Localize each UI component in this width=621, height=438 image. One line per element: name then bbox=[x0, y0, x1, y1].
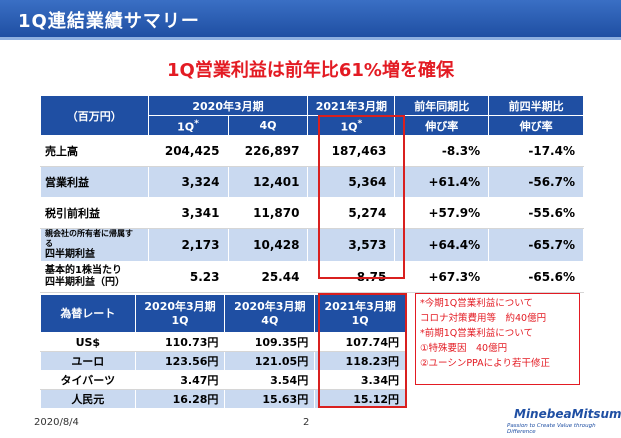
currency-label: US$ bbox=[40, 332, 136, 352]
table-row: 基本的1株当たり 四半期利益（円） 5.23 25.44 8.75 +67.3%… bbox=[40, 261, 584, 293]
fx-header-col1: 2020年3月期 1Q bbox=[134, 294, 226, 333]
row-label: 営業利益 bbox=[40, 166, 149, 198]
table-row: 売上高 204,425 226,897 187,463 -8.3% -17.4% bbox=[40, 135, 584, 167]
row-label: 売上高 bbox=[40, 135, 149, 167]
cell: -17.4% bbox=[488, 135, 584, 167]
note-line: *今期1Q営業利益について bbox=[420, 298, 533, 309]
row-label: 基本的1株当たり 四半期利益（円） bbox=[40, 261, 149, 293]
cell: 25.44 bbox=[227, 261, 309, 293]
cell: +67.3% bbox=[394, 261, 490, 293]
cell: -56.7% bbox=[488, 166, 584, 198]
fx-header-col2: 2020年3月期 4Q bbox=[224, 294, 316, 333]
cell: 2,173 bbox=[147, 228, 229, 262]
header-qoq: 前四半期比 bbox=[488, 95, 584, 116]
header-4q: 4Q bbox=[227, 115, 309, 136]
fx-header-label: 為替レート bbox=[40, 294, 136, 333]
table-row: US$ 110.73円 109.35円 107.74円 bbox=[40, 332, 406, 352]
cell: 5.23 bbox=[147, 261, 229, 293]
currency-label: タイバーツ bbox=[40, 370, 136, 390]
note-line: ②ユーシンPPAにより若干修正 bbox=[420, 358, 550, 369]
cell: 110.73円 bbox=[134, 332, 226, 352]
cell: 15.12円 bbox=[314, 389, 406, 409]
cell: -65.7% bbox=[488, 228, 584, 262]
table-row: 税引前利益 3,341 11,870 5,274 +57.9% -55.6% bbox=[40, 197, 584, 229]
header-qoq-sub: 伸び率 bbox=[488, 115, 584, 136]
row-label: 親会社の所有者に帰属する 四半期利益 bbox=[40, 228, 149, 262]
cell: 107.74円 bbox=[314, 332, 406, 352]
cell: 204,425 bbox=[147, 135, 229, 167]
header-yoy-sub: 伸び率 bbox=[394, 115, 490, 136]
unit-label: （百万円） bbox=[40, 95, 149, 136]
note-line: ①特殊要因 40億円 bbox=[420, 343, 508, 354]
company-logo: MinebeaMitsumi bbox=[514, 407, 621, 421]
cell: 3,324 bbox=[147, 166, 229, 198]
cell: 5,364 bbox=[307, 166, 396, 198]
header-1q: 1Q* bbox=[147, 115, 229, 136]
title-divider bbox=[0, 37, 621, 40]
cell: -55.6% bbox=[488, 197, 584, 229]
highlight-box-fx bbox=[318, 293, 407, 408]
cell: +64.4% bbox=[394, 228, 490, 262]
logo-tagline: Passion to Create Value through Differen… bbox=[507, 423, 596, 435]
table-row: タイバーツ 3.47円 3.54円 3.34円 bbox=[40, 370, 406, 390]
cell: +57.9% bbox=[394, 197, 490, 229]
cell: +61.4% bbox=[394, 166, 490, 198]
cell: -65.6% bbox=[488, 261, 584, 293]
cell: 3.34円 bbox=[314, 370, 406, 390]
table-row: 営業利益 3,324 12,401 5,364 +61.4% -56.7% bbox=[40, 166, 584, 198]
footer-date: 2020/8/4 bbox=[34, 417, 79, 428]
cell: -8.3% bbox=[394, 135, 490, 167]
cell: 187,463 bbox=[307, 135, 396, 167]
note-line: コロナ対策費用等 約40億円 bbox=[420, 313, 547, 324]
cell: 121.05円 bbox=[224, 351, 316, 371]
table-row: 親会社の所有者に帰属する 四半期利益 2,173 10,428 3,573 +6… bbox=[40, 228, 584, 262]
header-yoy: 前年同期比 bbox=[394, 95, 490, 116]
highlight-box-results bbox=[318, 115, 405, 279]
title-bar bbox=[0, 0, 621, 37]
page-number: 2 bbox=[303, 417, 310, 428]
note-line: *前期1Q営業利益について bbox=[420, 328, 533, 339]
headline: 1Q営業利益は前年比61%増を確保 bbox=[167, 60, 454, 81]
notes-box: *今期1Q営業利益について コロナ対策費用等 約40億円 *前期1Q営業利益につ… bbox=[415, 293, 580, 385]
header-fy2020: 2020年3月期 bbox=[147, 95, 309, 116]
row-label: 税引前利益 bbox=[40, 197, 149, 229]
cell: 11,870 bbox=[227, 197, 309, 229]
results-table: （百万円） 2020年3月期 2021年3月期 前年同期比 前四半期比 1Q* … bbox=[40, 95, 584, 293]
cell: 109.35円 bbox=[224, 332, 316, 352]
page-title: 1Q連結業績サマリー bbox=[18, 11, 200, 32]
cell: 3.54円 bbox=[224, 370, 316, 390]
cell: 15.63円 bbox=[224, 389, 316, 409]
cell: 3,341 bbox=[147, 197, 229, 229]
currency-label: ユーロ bbox=[40, 351, 136, 371]
fx-header-col3: 2021年3月期 1Q bbox=[314, 294, 406, 333]
fx-rate-table: 為替レート 2020年3月期 1Q 2020年3月期 4Q 2021年3月期 1Q U… bbox=[40, 294, 406, 409]
cell: 123.56円 bbox=[134, 351, 226, 371]
cell: 16.28円 bbox=[134, 389, 226, 409]
cell: 10,428 bbox=[227, 228, 309, 262]
cell: 226,897 bbox=[227, 135, 309, 167]
currency-label: 人民元 bbox=[40, 389, 136, 409]
cell: 3.47円 bbox=[134, 370, 226, 390]
header-fy2021: 2021年3月期 bbox=[307, 95, 396, 116]
table-row: 人民元 16.28円 15.63円 15.12円 bbox=[40, 389, 406, 409]
cell: 5,274 bbox=[307, 197, 396, 229]
cell: 12,401 bbox=[227, 166, 309, 198]
